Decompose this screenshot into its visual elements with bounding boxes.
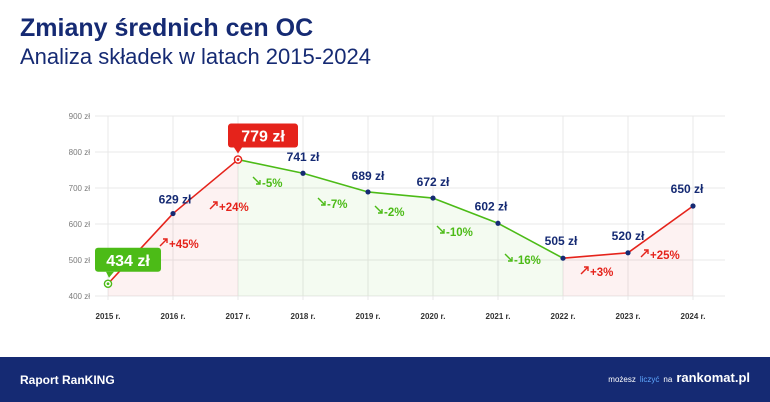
change-label: +24% <box>219 202 249 214</box>
value-label: 520 zł <box>612 229 645 243</box>
area-segment <box>628 206 693 296</box>
line-segment <box>497 222 564 259</box>
max-value-label: 779 zł <box>241 129 285 146</box>
change-label: +25% <box>650 250 680 262</box>
change-label: -5% <box>262 178 282 190</box>
line-segment <box>302 172 369 193</box>
area-segment <box>303 173 368 296</box>
data-point <box>495 220 501 226</box>
change-label: +45% <box>169 239 199 251</box>
value-label: 689 zł <box>352 169 385 183</box>
area-segment <box>238 159 303 296</box>
data-point <box>560 255 566 261</box>
area-segment <box>498 223 563 296</box>
max-value-badge-pointer <box>234 147 242 154</box>
min-value-badge <box>95 247 161 272</box>
arrow-down-right-icon <box>317 197 326 206</box>
footer-brand-logo: rankomat.pl <box>676 370 750 385</box>
value-label: 629 zł <box>159 193 192 207</box>
chart-title: Zmiany średnich cen OC <box>20 14 314 42</box>
area-segment <box>563 252 628 296</box>
change-label: -16% <box>514 255 541 267</box>
footer-brand: możesz liczyć na rankomat.pl <box>608 370 750 385</box>
change-label: +3% <box>590 267 613 279</box>
x-tick-label: 2018 r. <box>291 312 316 321</box>
x-tick-label: 2023 r. <box>616 312 641 321</box>
arrow-up-right-icon-head <box>163 238 168 243</box>
arrow-down-right-icon <box>374 205 383 214</box>
value-label: 672 zł <box>417 175 450 189</box>
y-tick-label: 900 zł <box>69 112 91 121</box>
line-segment <box>172 158 239 215</box>
y-tick-label: 600 zł <box>69 220 91 229</box>
arrow-up-right-icon <box>209 201 218 210</box>
value-label: 650 zł <box>671 182 704 196</box>
arrow-down-right-icon-head <box>321 201 326 206</box>
y-tick-label: 400 zł <box>69 292 91 301</box>
value-label: 741 zł <box>287 150 320 164</box>
arrow-up-right-icon-head <box>584 266 589 271</box>
area-segment <box>368 191 433 296</box>
x-tick-label: 2022 r. <box>551 312 576 321</box>
arrow-down-right-icon <box>504 253 513 262</box>
data-point <box>300 170 306 176</box>
footer-tagline-accent: liczyć <box>639 375 660 384</box>
max-value-badge <box>228 123 298 148</box>
price-line-chart: 400 zł 500 zł 600 zł 700 zł 800 zł 900 zł 2015… <box>69 112 725 321</box>
arrow-down-right-icon-head <box>256 180 261 185</box>
footer-report-name: Raport RanKING <box>20 373 115 387</box>
arrow-down-right-icon <box>436 225 445 234</box>
arrow-down-right-icon-head <box>378 209 383 214</box>
value-label: 505 zł <box>545 234 578 248</box>
data-point <box>625 250 631 256</box>
line-segment <box>627 205 694 254</box>
arrow-up-right-icon-head <box>644 249 649 254</box>
change-label: -2% <box>384 207 404 219</box>
arrow-up-right-icon <box>159 238 168 247</box>
min-value-label: 434 zł <box>106 253 150 270</box>
y-tick-label: 800 zł <box>69 148 91 157</box>
area-segment <box>173 159 238 296</box>
x-tick-label: 2024 r. <box>681 312 706 321</box>
change-label: -10% <box>446 227 473 239</box>
x-tick-label: 2021 r. <box>486 312 511 321</box>
arrow-down-right-icon-head <box>508 257 513 262</box>
y-tick-label: 500 zł <box>69 256 91 265</box>
chart-subtitle: Analiza składek w latach 2015-2024 <box>20 44 372 69</box>
data-point <box>365 189 371 195</box>
arrow-down-right-icon-head <box>440 229 445 234</box>
footer-bar: Raport RanKING możesz liczyć na rankomat… <box>0 357 770 402</box>
line-segment <box>432 197 499 225</box>
data-point-highlight-core <box>106 282 110 286</box>
value-label: 602 zł <box>475 199 508 213</box>
line-segment <box>367 191 434 199</box>
x-tick-label: 2020 r. <box>421 312 446 321</box>
min-value-badge-pointer <box>106 271 114 278</box>
x-tick-label: 2016 r. <box>161 312 186 321</box>
x-tick-label: 2017 r. <box>226 312 251 321</box>
arrow-down-right-icon <box>252 176 261 185</box>
x-tick-label: 2019 r. <box>356 312 381 321</box>
data-point <box>170 210 176 217</box>
x-tick-label: 2015 r. <box>96 312 121 321</box>
change-label: -7% <box>327 199 347 211</box>
arrow-up-right-icon <box>640 249 649 258</box>
footer-tagline-prefix: możesz <box>608 375 636 384</box>
arrow-up-right-icon-head <box>213 201 218 206</box>
line-segment <box>237 158 304 175</box>
data-point <box>430 195 436 201</box>
line-segment <box>562 252 629 259</box>
data-point <box>690 203 696 209</box>
y-tick-label: 700 zł <box>69 184 91 193</box>
area-segment <box>433 198 498 296</box>
data-point-highlight-core <box>236 158 240 161</box>
arrow-up-right-icon <box>580 266 589 275</box>
footer-tagline-mid: na <box>663 375 673 384</box>
